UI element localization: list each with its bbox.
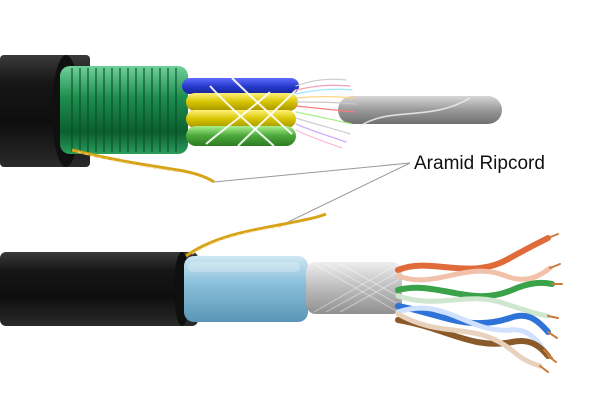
- callout-line-top: [213, 162, 411, 183]
- pair-orange: [395, 235, 551, 273]
- callout-line-bottom: [283, 162, 411, 225]
- pair-blue-white: [395, 305, 547, 353]
- pair-brown-white: [395, 311, 543, 369]
- tube-yellow-1: [186, 93, 298, 111]
- pair-green: [395, 279, 555, 300]
- foil-highlight: [188, 262, 300, 272]
- top-exposed-fibers: [295, 78, 357, 149]
- bottom-braid-shield: [306, 262, 402, 314]
- bottom-outer-jacket: [0, 252, 198, 326]
- copper-conductor-tips: [539, 233, 563, 373]
- pair-blue: [395, 303, 551, 335]
- top-loose-tubes: [182, 77, 299, 147]
- tube-yellow-2: [186, 110, 296, 128]
- grey-rod-helix: [359, 97, 471, 127]
- top-aramid-ripcord: [71, 148, 215, 184]
- pair-green-white: [395, 293, 551, 319]
- bottom-twisted-pairs: [395, 235, 555, 369]
- braid-pattern: [313, 263, 399, 313]
- top-cable: [0, 55, 502, 184]
- armor-corrugation-lines: [71, 68, 177, 152]
- tube-binding-threads: [205, 77, 297, 147]
- top-aramid-ripcord-twist: [77, 151, 181, 173]
- top-central-strength-member: [338, 96, 502, 124]
- bottom-aramid-ripcord: [185, 212, 327, 258]
- bottom-aramid-ripcord-twist: [191, 225, 287, 255]
- top-steel-armor-tape: [60, 66, 188, 154]
- aramid-ripcord-label: Aramid Ripcord: [414, 153, 545, 174]
- callout-lines: [213, 162, 411, 225]
- bottom-cable: [0, 212, 563, 373]
- pair-orange-white: [395, 265, 553, 283]
- bottom-foil-shield: [184, 256, 308, 322]
